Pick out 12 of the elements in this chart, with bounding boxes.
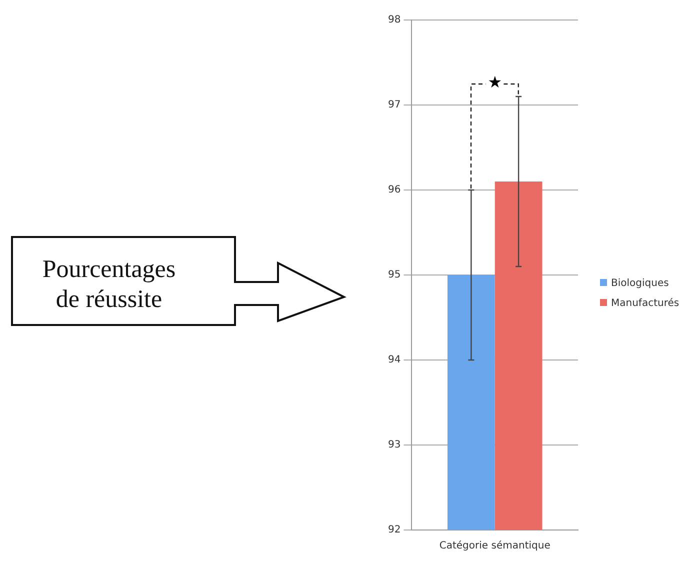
text: Pourcentages de réussite (41, 255, 177, 315)
y-tick-label: 96 (388, 184, 401, 196)
legend-label: Biologiques (611, 278, 669, 289)
y-tick-label: 92 (388, 524, 401, 536)
y-tick-label: 98 (388, 14, 401, 26)
annotation: ★ (488, 72, 502, 92)
y-tick-label: 93 (388, 440, 401, 451)
y-tick-label: 97 (388, 100, 401, 111)
y-tick-label: 94 (388, 354, 401, 366)
y-tick-label: 95 (388, 270, 401, 281)
legend-label: Manufacturés (611, 298, 680, 309)
x-tick-label: Catégorie sémantique (439, 540, 550, 552)
